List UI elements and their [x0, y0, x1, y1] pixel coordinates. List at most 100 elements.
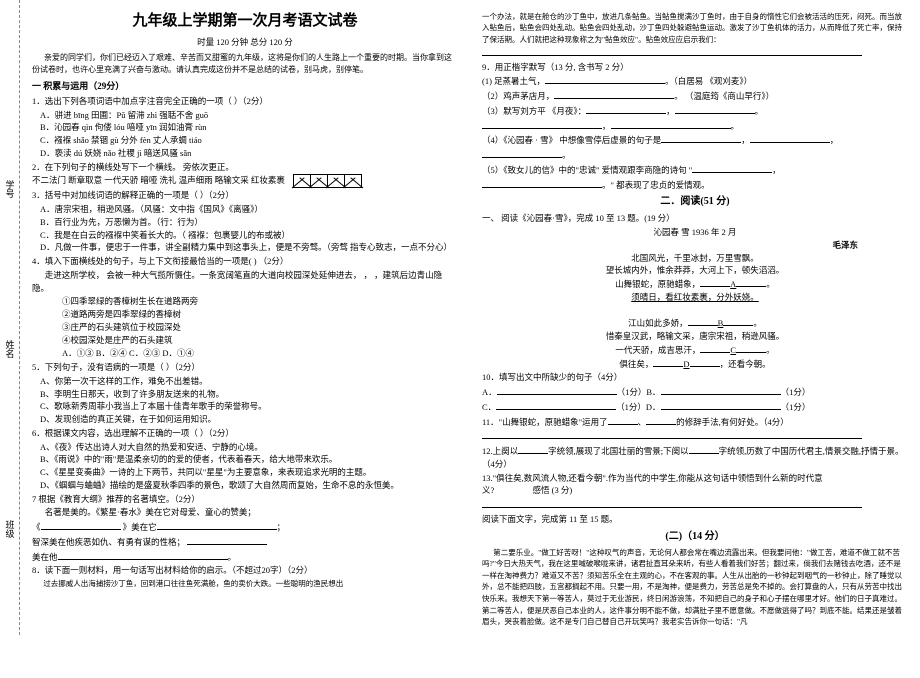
- poem-blank-B[interactable]: [688, 316, 718, 326]
- section1-heading: 一 积累与运用（29分）: [32, 80, 458, 94]
- q4-o2: ②道路两旁是四季翠绿的香樟树: [62, 308, 458, 321]
- q9-heading: 9．用正楷字默写（13 分, 含书写 2 分）: [482, 61, 908, 74]
- poem-blank-A[interactable]: [700, 277, 730, 287]
- reading1-intro: 一、 阅读《沁园春·雪》，完成 10 至 13 题。(19 分）: [482, 212, 908, 225]
- exam-intro: 亲爱的同学们，你们已经迈入了艰难、辛苦而又甜蜜的九年级，这将是你们的人生路上一个…: [32, 52, 458, 76]
- reading2-para: 第二要乐业。"做工好苦呀！"这种叹气的声音，无论何人都会常在嘴边流露出来。但我要…: [482, 547, 908, 628]
- poem-p3: 山舞银蛇，原驰蜡象，A。: [482, 277, 908, 291]
- exam-title: 九年级上学期第一次月考语文试卷: [32, 10, 458, 33]
- gutter-label-name: 姓名: [2, 340, 16, 358]
- q6-optC: C、《星星变奏曲》一诗的上下两节，共同以"星星"为主要意象，来表现追求光明的主题…: [40, 466, 458, 479]
- q9-l1: (1) 足蒸暑土气，。（白居易 《观刈麦》）: [482, 74, 908, 88]
- q5-optD: D、发现创造的真正关键，在于如何运用知识。: [40, 413, 458, 426]
- q9-l2: （2）鸡声茅店月，。 （温庭筠《商山早行》）: [482, 89, 908, 103]
- q9-l4b: 。: [482, 148, 908, 162]
- poem-author: 毛泽东: [482, 239, 908, 252]
- q13: 13."俱往矣,数风流人物,还看今朝".作为当代的中学生,你能从这句话中领悟到什…: [482, 472, 908, 498]
- q9-b3b[interactable]: [675, 104, 755, 114]
- poem-p1: 北国风光，千里冰封，万里雪飘。: [482, 252, 908, 265]
- q13-ans[interactable]: [482, 498, 862, 508]
- q9-b1[interactable]: [545, 74, 665, 84]
- answer-boxes[interactable]: [293, 174, 362, 188]
- right-column: 一个办法，就是在舱仓的沙丁鱼中，放进几条鲇鱼。当鲇鱼搅满沙丁鱼时，由于自身的惰性…: [470, 0, 920, 635]
- poem-p5: 江山如此多娇，B。: [482, 316, 908, 330]
- poem-gap: [482, 304, 908, 317]
- q10-bA[interactable]: [497, 385, 617, 395]
- q11-ans[interactable]: [482, 429, 862, 439]
- q4-choices: A．①③ B．②④ C．②③ D．①④: [32, 347, 458, 360]
- q7-stem: 7 根据《教育大纲》推荐的名著填空。（2分）: [32, 493, 458, 506]
- reading2-heading: (二)（14 分）: [482, 529, 908, 544]
- q4-o1: ①四季翠绿的香樟树生长在道路两旁: [62, 295, 458, 308]
- q7-blank3[interactable]: [187, 535, 267, 545]
- q4-stem: 4．填入下面横线处的句子，与上下文衔接最恰当的一项是( ) （2分）: [32, 255, 458, 268]
- q10-bC[interactable]: [496, 400, 616, 410]
- q11-b2[interactable]: [646, 415, 676, 425]
- q9-b4c[interactable]: [482, 148, 562, 158]
- section2-heading: 二．阅读(51 分): [482, 194, 908, 209]
- q3-optC: C．我是在白云的襁褓中笑着长大的。（ 襁褓：包裹婴儿的布或被）: [40, 229, 458, 242]
- q9-b3d[interactable]: [611, 119, 731, 129]
- q3-optD: D．凡做一件事，便忠于一件事，讲全副精力集中到这事头上，便是不旁骛。（旁骛 指专…: [40, 241, 458, 254]
- q9-l5b: 。" 都表现了忠贞的爱情观。: [482, 178, 908, 192]
- q9-l4: （4）《沁园春 · 雪》 中想像雪停后虚景的句子是，，: [482, 133, 908, 147]
- q6-optA: A、《夜》传达出诗人对大自然的热爱和安适、宁静的心境。: [40, 441, 458, 454]
- q8-answer: [482, 46, 908, 60]
- poem-p2: 望长城内外，惟余莽莽，大河上下，顿失滔滔。: [482, 264, 908, 277]
- q7-line3: 智深美在他疾恶如仇、有勇有谋的性格；: [32, 535, 458, 549]
- poem-blank-C[interactable]: [700, 343, 730, 353]
- q1-optB: B．沁园春 qìn 佝偻 lóu 喑哑 yīn 润如油膏 rùn: [40, 121, 458, 134]
- q10-row2: C．（1分）D．（1分）: [482, 400, 908, 414]
- q10-bD[interactable]: [661, 400, 781, 410]
- q8-stem: 8．读下面一则材料，用一句话写出材料给你的启示。（不超过20字）（2分）: [32, 564, 458, 577]
- q9-b2[interactable]: [554, 89, 674, 99]
- q9-b4a[interactable]: [661, 133, 741, 143]
- q1-stem: 1．选出下列各项词语中加点字注音完全正确的一项（ ）（2分）: [32, 95, 458, 108]
- q6-optD: D、《蝈蝈与蛐蛐》描绘的是盛夏秋季四季的景色，歌颂了大自然周而复始，生命不息的永…: [40, 479, 458, 492]
- gutter-label-id: 学号: [2, 180, 16, 198]
- reading2-intro: 阅读下面文字，完成第 11 至 15 题。: [482, 513, 908, 526]
- q9-l5: （5）《致女儿的信》中的"忠诚" 爱情观跟李商隐的诗句 "，: [482, 163, 908, 177]
- poem-p7: 一代天骄，成吉思汗，C。: [482, 343, 908, 357]
- q8-body: 过去挪威人出海捕捞沙丁鱼，回到港口往往鱼死满舱，鱼的卖价大跌。一些聪明的渔民想出: [32, 578, 458, 589]
- q9-b3c[interactable]: [482, 119, 602, 129]
- q6-stem: 6．根据课文内容，选出理解不正确的一项（ ）（2分）: [32, 427, 458, 440]
- q4-o4: ④校园深处是庄严的石头建筑: [62, 334, 458, 347]
- q5-optA: A、你第一次干这样的工作，难免不出差错。: [40, 375, 458, 388]
- q7-line4: 美在他。: [32, 550, 458, 564]
- q10-bB[interactable]: [661, 385, 781, 395]
- q7-blank4[interactable]: [58, 550, 228, 560]
- q5-optB: B、李明生日那天，收到了许多朋友送来的礼物。: [40, 388, 458, 401]
- exam-subtitle: 时量 120 分钟 总分 120 分: [32, 36, 458, 49]
- q11-b1[interactable]: [608, 415, 638, 425]
- q3-optB: B．百行业为先，万恶懒为首。（行：行为）: [40, 216, 458, 229]
- q9-b5a[interactable]: [692, 163, 772, 173]
- poem-blank-D[interactable]: [653, 357, 683, 367]
- q9-l3: （3）默写刘方平 《月夜》：，。: [482, 104, 908, 118]
- q7-line1: 名著是美的。《繁星·春水》美在它对母爱、童心的赞美；: [32, 506, 458, 519]
- q7-line2: 《 》美在它；: [32, 520, 458, 534]
- q7-blank1[interactable]: [41, 520, 121, 530]
- poem-p4: 须晴日，看红妆素裹，分外妖娆。: [482, 291, 908, 304]
- q3-stem: 3．括号中对加线词语的解释正确的一项是（ ）（2分）: [32, 189, 458, 202]
- q8-blank[interactable]: [482, 46, 862, 56]
- q7-blank2[interactable]: [157, 520, 277, 530]
- q1-optA: A．骈进 bīng 田圃：Pǔ 留滞 zhì 强聒不舍 guō: [40, 109, 458, 122]
- left-column: 九年级上学期第一次月考语文试卷 时量 120 分钟 总分 120 分 亲爱的同学…: [20, 0, 470, 635]
- q4-o3: ③庄严的石头建筑位于校园深处: [62, 321, 458, 334]
- q12-b2[interactable]: [689, 444, 719, 454]
- q12-b1[interactable]: [518, 444, 548, 454]
- q1-optD: D．亵渎 dú 妖娆 nǎo 社稷 jì 暗送风骚 sǎn: [40, 147, 458, 160]
- q3-optA: A．唐宗宋祖，稍逊风骚。（风骚：文中指《国风》《离骚》）: [40, 203, 458, 216]
- box-4[interactable]: [344, 174, 362, 188]
- poem-p6: 惜秦皇汉武，略输文采，唐宗宋祖，稍逊风骚。: [482, 330, 908, 343]
- q9-b3a[interactable]: [586, 104, 666, 114]
- q10-stem: 10．填写出文中所缺少的句子（4分）: [482, 371, 908, 384]
- poem-title: 沁园春 雪 1936 年 2 月: [482, 226, 908, 239]
- q9-l3b: ，。: [482, 119, 908, 133]
- q12: 12.上阕以字统领,展现了北国壮丽的雪景;下阕以字统领,历数了中国历代君主,情景…: [482, 444, 908, 471]
- q5-stem: 5．下列句子，没有语病的一项是（ ）（2分）: [32, 361, 458, 374]
- q9-b5b[interactable]: [482, 178, 602, 188]
- q2-stem: 2．在下列句子的横线处写下一个横线。 旁依次更正。: [32, 161, 458, 174]
- q9-b4b[interactable]: [750, 133, 830, 143]
